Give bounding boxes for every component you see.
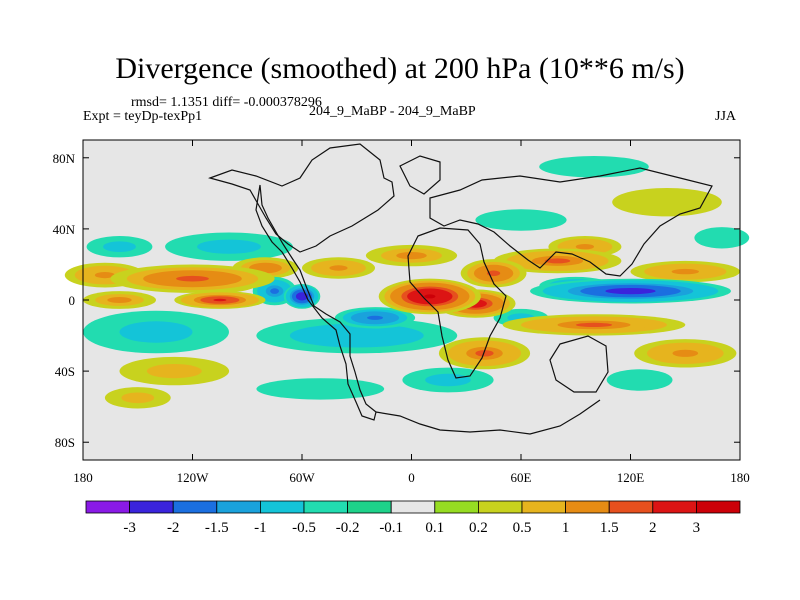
colorbar-label: 3 [693, 520, 701, 536]
field-contour [672, 349, 699, 357]
coastline-north-america [208, 143, 395, 253]
field-contour [618, 289, 643, 293]
y-tick-label: 40S [55, 364, 75, 379]
field-contour [396, 252, 427, 260]
colorbar-swatch [390, 500, 436, 514]
colorbar: -3 -2 -1.5 -1 -0.5 -0.2 -0.1 0.1 0.2 0.5 1 1.5 2 3 [85, 500, 741, 536]
field-contour [270, 288, 279, 294]
colorbar-label: 1.5 [600, 520, 619, 536]
colorbar-swatch [303, 500, 348, 514]
colorbar-swatch [216, 500, 261, 514]
field-contour [623, 374, 656, 386]
colorbar-swatch [477, 500, 523, 514]
field-contour [103, 241, 136, 252]
colorbar-label: -0.1 [379, 520, 403, 536]
field-contour [94, 272, 115, 279]
colorbar-swatch [565, 500, 610, 514]
colorbar-swatch [172, 500, 218, 514]
field-contour [475, 350, 494, 357]
field-contour [539, 156, 649, 178]
season-label: JJA [715, 109, 737, 124]
field-contour [575, 244, 595, 250]
field-contour [107, 297, 132, 303]
y-tick-label: 0 [69, 293, 76, 308]
field-contour [257, 265, 274, 271]
coastline-greenland [399, 155, 441, 195]
x-tick-label: 60E [511, 470, 532, 485]
colorbar-label: -1 [254, 520, 267, 536]
field-contour [367, 315, 383, 320]
coastline-africa [407, 227, 507, 379]
field-contour [424, 294, 436, 299]
field-contour [119, 321, 193, 343]
colorbar-swatch [521, 500, 566, 514]
x-tick-label: 180 [730, 470, 750, 485]
case-label: 204_9_MaBP - 204_9_MaBP [309, 104, 476, 119]
colorbar-label: -3 [123, 520, 136, 536]
field-contour [612, 188, 722, 217]
field-contour [329, 265, 348, 271]
colorbar-swatch [129, 500, 174, 514]
x-tick-label: 120W [177, 470, 210, 485]
colorbar-swatch [85, 500, 130, 514]
colorbar-label: -2 [167, 520, 180, 536]
coastline-eurasia [429, 167, 713, 277]
colorbar-label: 1 [562, 520, 570, 536]
x-tick-label: 120E [617, 470, 645, 485]
colorbar-swatch [696, 500, 741, 514]
colorbar-swatch [608, 500, 654, 514]
field-contour [213, 298, 227, 302]
colorbar-label: 0.1 [425, 520, 444, 536]
field-contour [544, 258, 571, 264]
colorbar-swatch [434, 500, 479, 514]
field-contour [288, 383, 353, 395]
y-tick-label: 40N [53, 222, 76, 237]
coastline-australia [549, 335, 609, 393]
y-axis: 80N 40N 0 40S 80S [53, 151, 740, 450]
colorbar-label: -1.5 [205, 520, 229, 536]
x-tick-label: 180 [73, 470, 93, 485]
field-contour [708, 232, 736, 244]
field-contour [475, 209, 567, 231]
colorbar-swatch [347, 500, 392, 514]
colorbar-label: -0.5 [292, 520, 316, 536]
coastlines [208, 143, 713, 435]
y-tick-label: 80N [53, 151, 76, 166]
x-tick-label: 60W [289, 470, 315, 485]
colorbar-label: -0.2 [336, 520, 360, 536]
colorbar-label: 0.2 [469, 520, 488, 536]
x-tick-label: 0 [408, 470, 415, 485]
colorbar-swatch [259, 500, 305, 514]
divergence-field [64, 156, 750, 409]
chart-title: Divergence (smoothed) at 200 hPa (10**6 … [115, 52, 685, 85]
field-contour [300, 295, 304, 298]
field-contour [197, 239, 261, 254]
field-contour [121, 392, 155, 404]
map-panel [64, 139, 750, 461]
experiment-label: Expt = teyDp-texPp1 [83, 109, 203, 124]
field-contour [323, 329, 391, 342]
field-contour [425, 373, 471, 387]
stats-label: rmsd= 1.1351 diff= -0.000378296 [131, 95, 322, 110]
x-axis: 180 120W 60W 0 60E 120E 180 [73, 140, 750, 485]
field-contour [575, 322, 613, 327]
coastline-antarctica [375, 399, 601, 435]
colorbar-label: 2 [649, 520, 657, 536]
colorbar-swatch [652, 500, 697, 514]
colorbar-label: 0.5 [513, 520, 532, 536]
field-contour [146, 364, 202, 379]
field-contour [671, 268, 699, 275]
y-tick-label: 80S [55, 435, 75, 450]
field-contour [176, 275, 209, 282]
